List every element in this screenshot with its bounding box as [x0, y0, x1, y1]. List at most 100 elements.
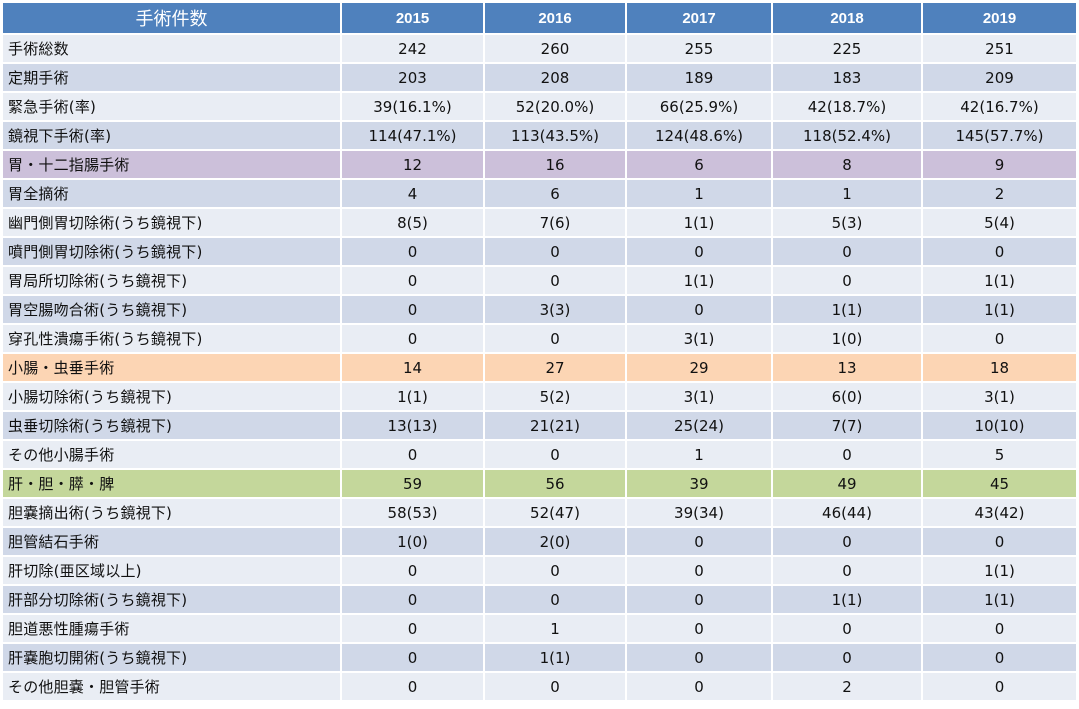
cell-2017: 0 — [626, 642, 773, 672]
cell-2018: 0 — [772, 526, 923, 556]
cell-2018: 0 — [772, 265, 923, 295]
cell-2017: 1 — [626, 178, 773, 208]
table-row: 肝部分切除術(うち鏡視下) 0 0 0 1(1) 1(1) — [3, 584, 1076, 614]
table-row: 幽門側胃切除術(うち鏡視下) 8(5) 7(6) 1(1) 5(3) 5(4) — [3, 207, 1076, 237]
cell-2018: 5(3) — [772, 207, 923, 237]
cell-2015: 0 — [341, 439, 485, 469]
row-label: その他小腸手術 — [3, 439, 342, 469]
cell-2016: 0 — [484, 555, 627, 585]
table-title: 手術件数 — [3, 3, 342, 34]
row-label: 小腸・虫垂手術 — [3, 352, 342, 382]
cell-2019: 5 — [922, 439, 1076, 469]
cell-2018: 13 — [772, 352, 923, 382]
cell-2019: 3(1) — [922, 381, 1076, 411]
table-row: 胃全摘術 4 6 1 1 2 — [3, 178, 1076, 208]
table-row: 胆嚢摘出術(うち鏡視下) 58(53) 52(47) 39(34) 46(44) 43(4… — [3, 497, 1076, 527]
cell-2017: 0 — [626, 613, 773, 643]
cell-2015: 1(0) — [341, 526, 485, 556]
cell-2015: 1(1) — [341, 381, 485, 411]
table-row: その他胆嚢・胆管手術 0 0 0 2 0 — [3, 671, 1076, 700]
cell-2019: 251 — [922, 33, 1076, 63]
table-row: 噴門側胃切除術(うち鏡視下) 0 0 0 0 0 — [3, 236, 1076, 266]
cell-2017: 255 — [626, 33, 773, 63]
cell-2019: 18 — [922, 352, 1076, 382]
row-label: 噴門側胃切除術(うち鏡視下) — [3, 236, 342, 266]
row-label: 胆道悪性腫瘍手術 — [3, 613, 342, 643]
cell-2018: 42(18.7%) — [772, 91, 923, 121]
cell-2015: 39(16.1%) — [341, 91, 485, 121]
cell-2015: 0 — [341, 236, 485, 266]
cell-2019: 42(16.7%) — [922, 91, 1076, 121]
cell-2017: 0 — [626, 236, 773, 266]
cell-2019: 9 — [922, 149, 1076, 179]
row-label: 肝部分切除術(うち鏡視下) — [3, 584, 342, 614]
row-label: 小腸切除術(うち鏡視下) — [3, 381, 342, 411]
cell-2018: 1(1) — [772, 294, 923, 324]
table-row: 小腸切除術(うち鏡視下) 1(1) 5(2) 3(1) 6(0) 3(1) — [3, 381, 1076, 411]
table-row: 定期手術 203 208 189 183 209 — [3, 62, 1076, 92]
cell-2016: 1(1) — [484, 642, 627, 672]
table-row: 穿孔性潰瘍手術(うち鏡視下) 0 0 3(1) 1(0) 0 — [3, 323, 1076, 353]
row-label: 胃局所切除術(うち鏡視下) — [3, 265, 342, 295]
cell-2018: 183 — [772, 62, 923, 92]
year-header-2017: 2017 — [626, 3, 773, 34]
row-label: 虫垂切除術(うち鏡視下) — [3, 410, 342, 440]
row-label: 胃全摘術 — [3, 178, 342, 208]
cell-2017: 3(1) — [626, 323, 773, 353]
cell-2019: 1(1) — [922, 294, 1076, 324]
cell-2017: 0 — [626, 555, 773, 585]
cell-2015: 0 — [341, 613, 485, 643]
row-label: 手術総数 — [3, 33, 342, 63]
year-header-2018: 2018 — [772, 3, 923, 34]
cell-2019: 43(42) — [922, 497, 1076, 527]
cell-2016: 52(47) — [484, 497, 627, 527]
category-row: 小腸・虫垂手術 14 27 29 13 18 — [3, 352, 1076, 382]
cell-2016: 0 — [484, 323, 627, 353]
cell-2017: 189 — [626, 62, 773, 92]
cell-2017: 0 — [626, 526, 773, 556]
cell-2018: 225 — [772, 33, 923, 63]
year-header-2015: 2015 — [341, 3, 485, 34]
year-header-2016: 2016 — [484, 3, 627, 34]
row-label: 肝嚢胞切開術(うち鏡視下) — [3, 642, 342, 672]
cell-2016: 21(21) — [484, 410, 627, 440]
row-label: 肝切除(亜区域以上) — [3, 555, 342, 585]
cell-2016: 0 — [484, 671, 627, 700]
cell-2016: 7(6) — [484, 207, 627, 237]
cell-2018: 0 — [772, 613, 923, 643]
cell-2017: 0 — [626, 294, 773, 324]
cell-2019: 1(1) — [922, 265, 1076, 295]
cell-2019: 0 — [922, 236, 1076, 266]
cell-2015: 0 — [341, 294, 485, 324]
cell-2015: 12 — [341, 149, 485, 179]
cell-2016: 6 — [484, 178, 627, 208]
cell-2019: 1(1) — [922, 555, 1076, 585]
row-label: 胃・十二指腸手術 — [3, 149, 342, 179]
cell-2019: 1(1) — [922, 584, 1076, 614]
row-label: 肝・胆・膵・脾 — [3, 468, 342, 498]
cell-2016: 3(3) — [484, 294, 627, 324]
cell-2015: 242 — [341, 33, 485, 63]
cell-2017: 6 — [626, 149, 773, 179]
cell-2018: 6(0) — [772, 381, 923, 411]
cell-2016: 1 — [484, 613, 627, 643]
table-row: 胆道悪性腫瘍手術 0 1 0 0 0 — [3, 613, 1076, 643]
cell-2016: 0 — [484, 439, 627, 469]
row-label: 鏡視下手術(率) — [3, 120, 342, 150]
cell-2017: 39 — [626, 468, 773, 498]
table-row: 手術総数 242 260 255 225 251 — [3, 33, 1076, 63]
cell-2016: 16 — [484, 149, 627, 179]
cell-2018: 46(44) — [772, 497, 923, 527]
year-header-2019: 2019 — [922, 3, 1076, 34]
cell-2016: 5(2) — [484, 381, 627, 411]
row-label: その他胆嚢・胆管手術 — [3, 671, 342, 700]
cell-2015: 14 — [341, 352, 485, 382]
cell-2019: 10(10) — [922, 410, 1076, 440]
row-label: 胃空腸吻合術(うち鏡視下) — [3, 294, 342, 324]
header-row: 手術件数 2015 2016 2017 2018 2019 — [3, 3, 1076, 34]
cell-2018: 0 — [772, 642, 923, 672]
cell-2016: 52(20.0%) — [484, 91, 627, 121]
cell-2018: 2 — [772, 671, 923, 700]
table-row: 肝嚢胞切開術(うち鏡視下) 0 1(1) 0 0 0 — [3, 642, 1076, 672]
